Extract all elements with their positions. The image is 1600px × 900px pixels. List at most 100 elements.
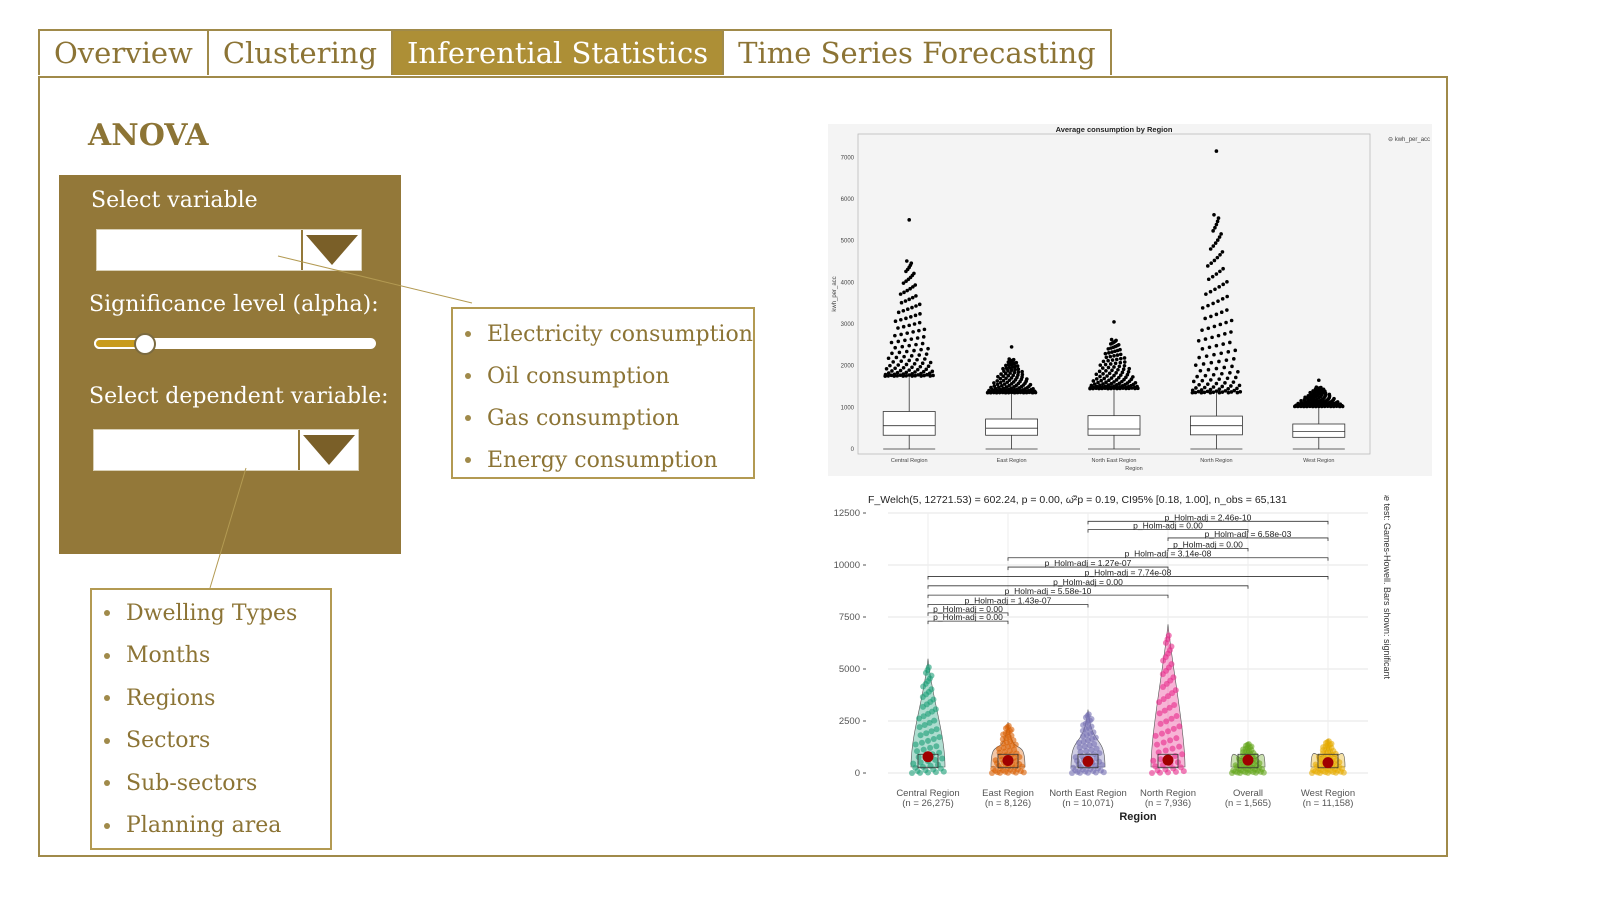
outlier-point [928,360,933,365]
outlier-point [1092,382,1097,386]
outlier-point [1122,360,1127,364]
alpha-slider-track[interactable] [94,338,376,349]
outlier-point [1308,390,1312,395]
outlier-point [1214,389,1219,393]
tab-inferential-statistics[interactable]: Inferential Statistics [391,29,725,75]
data-point [1162,747,1169,754]
outlier-point [886,374,891,378]
outlier-point [909,261,914,265]
outlier-point [1215,219,1220,224]
outlier-point [1009,345,1014,349]
data-point [1088,723,1095,730]
list-item[interactable]: Dwelling Types [92,592,330,635]
tab-clustering[interactable]: Clustering [206,29,394,75]
outlier-point [915,367,920,372]
outlier-point [998,380,1003,385]
outlier-point [1008,371,1012,375]
outlier-point [1094,372,1099,377]
outlier-point [899,332,903,337]
outlier-point [899,359,904,363]
outlier-point [1011,357,1016,362]
outlier-point [1091,379,1096,383]
alpha-slider-handle[interactable] [133,333,156,355]
chevron-down-icon[interactable] [298,430,358,470]
list-item[interactable]: Oil consumption [453,355,753,397]
outlier-point [915,357,919,362]
data-point [920,746,927,753]
outlier-point [917,353,922,357]
outlier-point [1317,378,1321,383]
list-item[interactable]: Months [92,635,330,678]
list-item[interactable]: Sectors [92,720,330,763]
outlier-point [1103,351,1108,356]
outlier-point [1118,373,1123,377]
x-tick-label: North East Region [1092,458,1137,464]
outlier-point [1224,320,1228,325]
outlier-point [917,320,922,325]
tab-overview[interactable]: Overview [38,29,209,75]
outlier-point [1200,328,1204,332]
list-item[interactable]: Gas consumption [453,397,753,439]
data-point [1167,737,1174,744]
outlier-point [1117,375,1121,380]
list-item-label: Planning area [126,813,282,839]
pairwise-label: p_Holm-adj = 7.74e-08 [1085,567,1172,577]
data-point [928,728,935,735]
outlier-point [930,369,935,374]
list-item[interactable]: Energy consumption [453,439,753,481]
outlier-point [1109,337,1114,342]
outlier-point [1109,376,1114,380]
outlier-point [1197,355,1201,360]
data-point [1070,764,1077,771]
list-item[interactable]: Sub-sectors [92,762,330,805]
list-item[interactable]: Regions [92,677,330,720]
outlier-point [999,372,1003,376]
outlier-point [915,336,920,340]
x-tick-label: North Region [1140,788,1196,799]
outlier-point [1225,294,1229,299]
outlier-point [914,294,918,298]
y-tick-label: 2500 [839,716,860,727]
tab-time-series-forecasting[interactable]: Time Series Forecasting [722,29,1112,75]
chevron-down-icon[interactable] [301,230,361,270]
outlier-point [1104,380,1108,385]
data-point [923,730,930,737]
outlier-point [1014,360,1019,365]
chart-title: F_Welch(5, 12721.53) = 602.24, p = 0.00,… [868,495,1287,506]
outliers [883,218,935,378]
pairwise-bracket [1167,537,1329,541]
outlier-point [1106,358,1110,363]
outlier-point [1117,364,1122,369]
list-item[interactable]: Electricity consumption [453,313,753,355]
outlier-point [892,372,897,377]
outlier-point [922,327,927,332]
y-axis-label: kwh_per_acc [832,276,838,311]
select-variable-dropdown[interactable] [96,229,362,271]
outlier-point [1203,373,1208,378]
list-item[interactable]: Planning area [92,805,330,848]
x-tick-count: (n = 7,936) [1145,798,1191,809]
outlier-point [918,312,922,316]
x-tick-label: East Region [997,458,1027,464]
data-point [1081,743,1088,750]
outlier-point [886,371,891,375]
outlier-point [1211,385,1216,389]
outlier-point [1122,356,1127,360]
outlier-point [909,315,913,319]
outlier-point [1209,314,1213,319]
data-point [912,741,919,748]
data-point [1077,749,1084,756]
outlier-point [1217,390,1222,395]
dependent-variable-dropdown[interactable] [93,429,359,471]
outlier-point [1118,347,1122,352]
outlier-point [1116,367,1120,372]
outlier-point [1205,264,1210,268]
outlier-point [1016,373,1020,377]
outlier-point [1221,266,1225,271]
select-variable-label: Select variable [91,188,258,213]
list-item-label: Dwelling Types [126,600,298,626]
outlier-point [912,362,917,366]
outlier-point [1204,354,1209,358]
data-point [1161,707,1168,714]
outlier-point [1219,310,1224,315]
